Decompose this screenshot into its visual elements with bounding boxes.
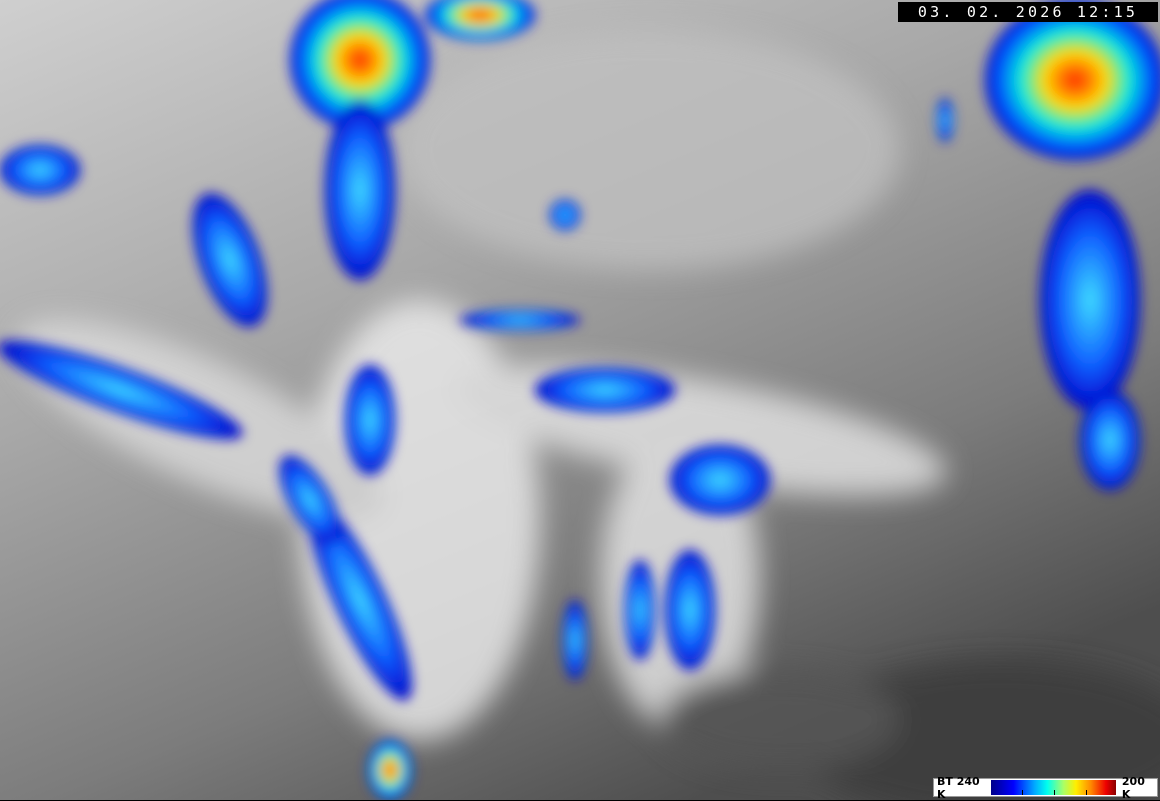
color-scale-legend: BT 240 K 200 K: [933, 775, 1158, 801]
legend-tick: [1053, 790, 1055, 795]
legend-tick: [1021, 790, 1023, 795]
timestamp-label: 03. 02. 2026 12:15: [898, 2, 1158, 22]
legend-low-label: BT 240 K: [937, 774, 980, 801]
legend-color-bar: [990, 780, 1116, 795]
legend-high-label: 200 K: [1121, 774, 1145, 801]
legend-tick: [1085, 790, 1087, 795]
